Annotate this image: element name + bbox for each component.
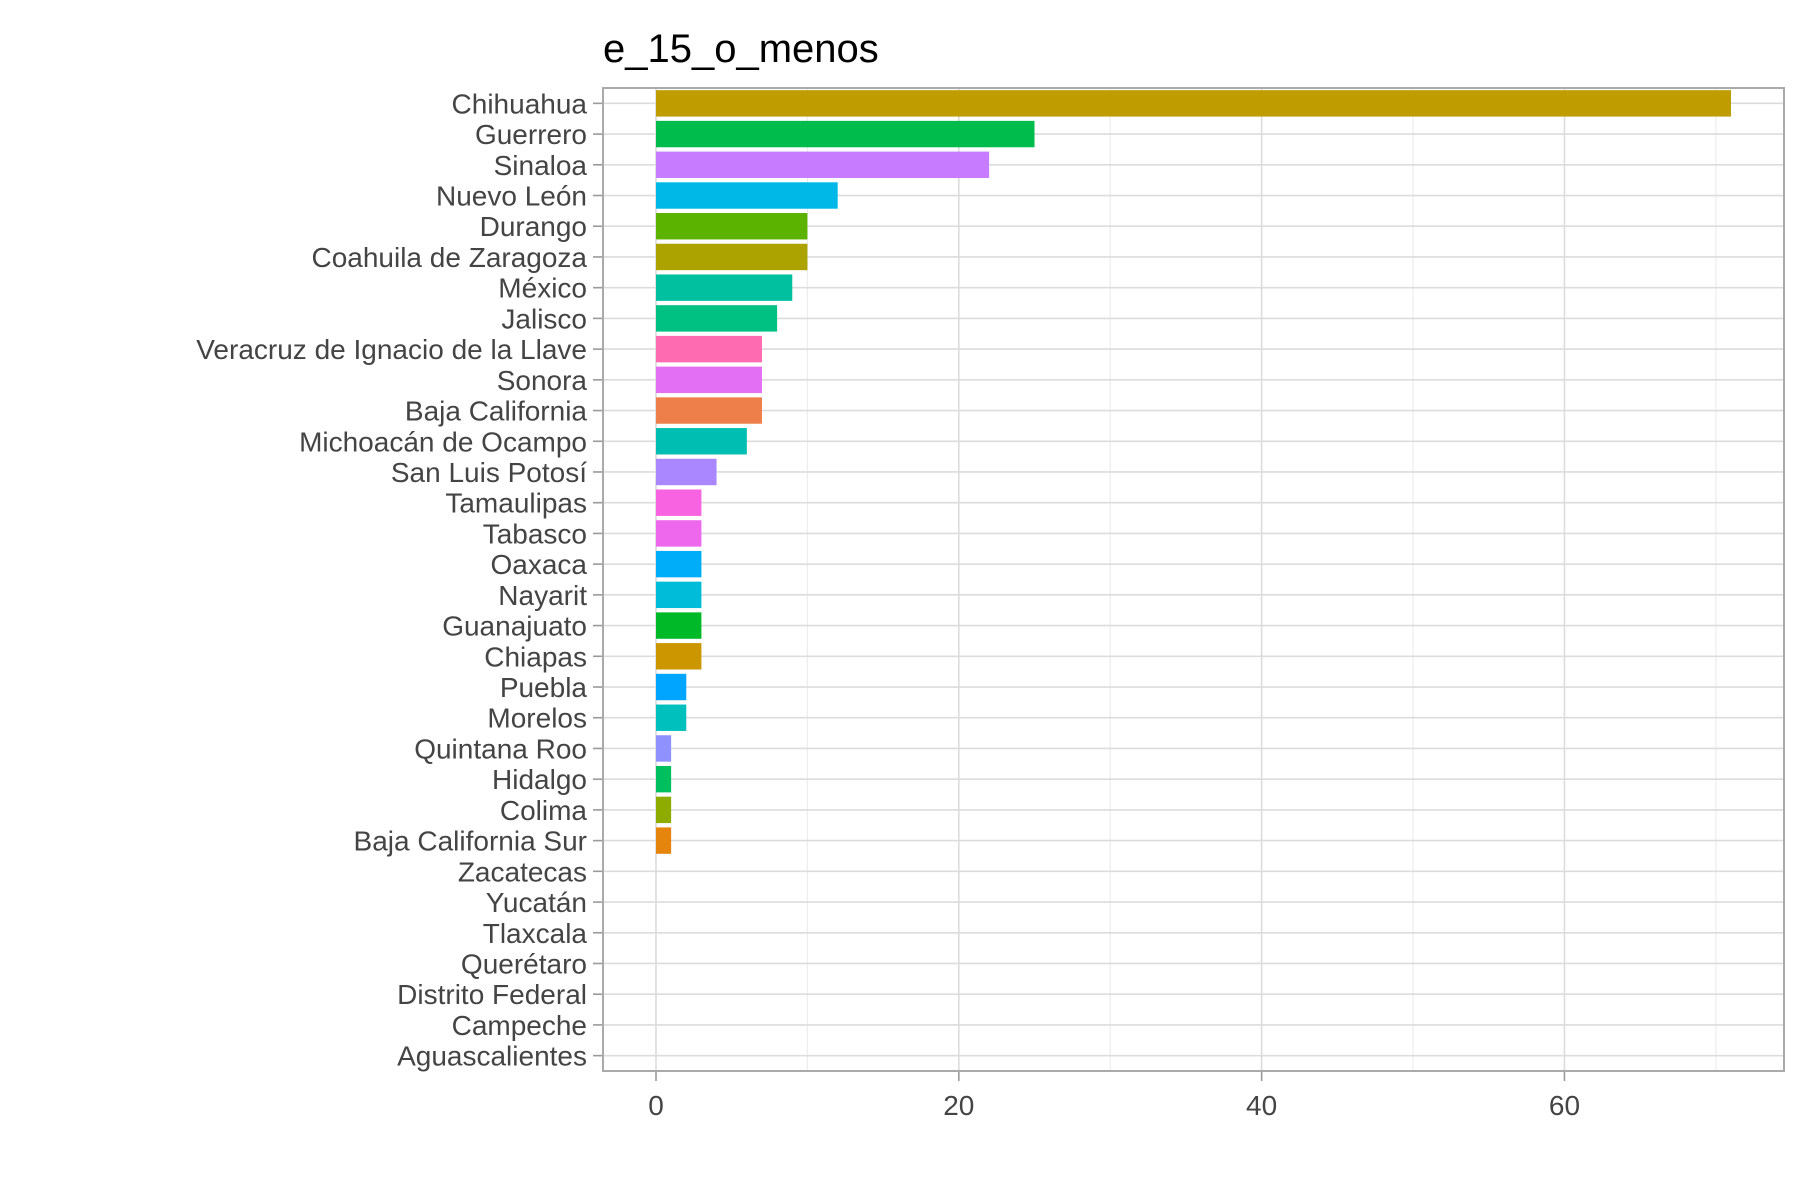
y-tick-label: Puebla bbox=[500, 672, 588, 703]
y-tick-label: México bbox=[498, 273, 587, 304]
y-tick-label: Quintana Roo bbox=[414, 733, 587, 764]
bar bbox=[655, 489, 702, 516]
bar bbox=[655, 581, 702, 609]
y-tick-label: Sinaloa bbox=[494, 150, 588, 181]
bar bbox=[655, 765, 672, 793]
bar bbox=[655, 120, 1035, 148]
y-tick-label: Baja California bbox=[405, 396, 588, 427]
bar bbox=[655, 735, 672, 762]
y-tick-label: Campeche bbox=[452, 1010, 587, 1041]
y-tick-label: Nuevo León bbox=[436, 181, 587, 212]
x-tick-label: 60 bbox=[1549, 1090, 1580, 1121]
bar bbox=[655, 458, 717, 486]
y-tick-label: Sonora bbox=[497, 365, 588, 396]
y-tick-label: Coahuila de Zaragoza bbox=[311, 242, 587, 273]
bar bbox=[655, 213, 808, 240]
y-tick-label: Tamaulipas bbox=[445, 488, 587, 519]
y-tick-label: Jalisco bbox=[501, 303, 587, 334]
bar bbox=[655, 673, 687, 701]
bars-layer bbox=[655, 90, 1732, 854]
y-tick-label: Colima bbox=[500, 795, 588, 826]
y-tick-label: Guerrero bbox=[475, 119, 587, 150]
bar bbox=[655, 243, 808, 271]
bar bbox=[655, 796, 672, 824]
bar bbox=[655, 520, 702, 547]
y-tick-label: Veracruz de Ignacio de la Llave bbox=[196, 334, 587, 365]
bar bbox=[655, 397, 762, 424]
x-tick-label: 20 bbox=[943, 1090, 974, 1121]
bar bbox=[655, 274, 793, 301]
y-tick-label: Morelos bbox=[487, 703, 587, 734]
y-tick-label: Zacatecas bbox=[458, 856, 587, 887]
y-tick-label: Querétaro bbox=[461, 948, 587, 979]
y-tick-label: Hidalgo bbox=[492, 764, 587, 795]
y-tick-label: Baja California Sur bbox=[354, 826, 587, 857]
bar bbox=[655, 335, 762, 363]
bar bbox=[655, 643, 702, 670]
y-tick-label: Michoacán de Ocampo bbox=[299, 426, 587, 457]
bar bbox=[655, 428, 747, 455]
x-axis: 0 20 40 60 bbox=[648, 1071, 1580, 1121]
bar bbox=[655, 550, 702, 578]
bar bbox=[655, 704, 687, 731]
bar bbox=[655, 182, 838, 209]
x-tick-label: 40 bbox=[1246, 1090, 1277, 1121]
x-tick-label: 0 bbox=[648, 1090, 664, 1121]
y-tick-label: Yucatán bbox=[486, 887, 587, 918]
bar bbox=[655, 305, 778, 332]
y-tick-label: Guanajuato bbox=[442, 611, 587, 642]
y-tick-label: Oaxaca bbox=[491, 549, 588, 580]
y-tick-label: Tabasco bbox=[483, 518, 587, 549]
bar bbox=[655, 151, 990, 179]
y-tick-label: Tlaxcala bbox=[483, 918, 588, 949]
bar bbox=[655, 366, 762, 394]
y-tick-label: Distrito Federal bbox=[397, 979, 587, 1010]
chart-title: e_15_o_menos bbox=[603, 27, 879, 71]
y-tick-label: Aguascalientes bbox=[397, 1041, 587, 1072]
y-tick-label: Chiapas bbox=[484, 641, 587, 672]
panel-border bbox=[602, 87, 1785, 1072]
y-tick-label: San Luis Potosí bbox=[391, 457, 587, 488]
bar bbox=[655, 827, 672, 854]
bar bbox=[655, 612, 702, 639]
y-tick-label: Nayarit bbox=[498, 580, 587, 611]
y-tick-label: Chihuahua bbox=[452, 88, 588, 119]
bar bbox=[655, 90, 1732, 117]
y-tick-label: Durango bbox=[480, 211, 587, 242]
